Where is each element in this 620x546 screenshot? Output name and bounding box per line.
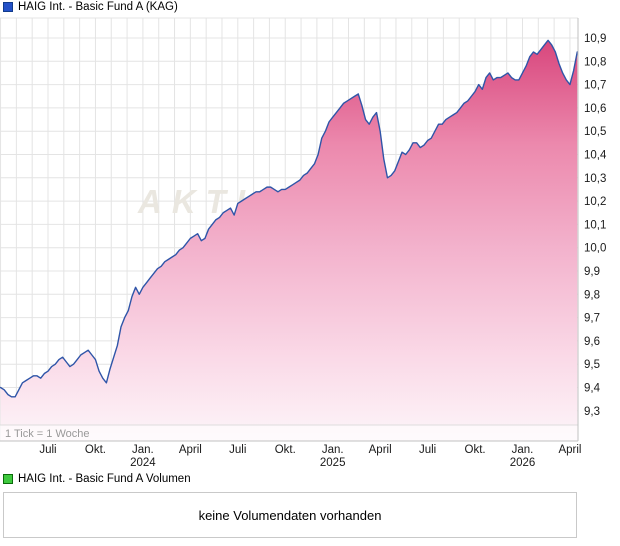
x-axis-tick-label: April (558, 444, 581, 456)
x-axis-tick-label: Juli (39, 444, 56, 456)
y-axis-tick-label: 10,5 (584, 126, 606, 138)
x-axis-tick-label: April (369, 444, 392, 456)
x-axis-tick-label: Okt. (85, 444, 106, 456)
price-chart: AKTIENCHECK.DE1 Tick = 1 Woche10,910,810… (0, 17, 607, 469)
x-axis-tick-label: 2025 (320, 457, 346, 469)
y-axis-tick-label: 9,5 (584, 359, 600, 371)
x-axis-tick-label: Jan. (512, 444, 534, 456)
volume-panel: keine Volumendaten vorhanden (3, 492, 577, 538)
x-axis-tick-label: 2026 (510, 457, 536, 469)
y-axis-tick-label: 9,7 (584, 313, 600, 325)
y-axis-tick-label: 10,9 (584, 33, 606, 45)
volume-title: HAIG Int. - Basic Fund A Volumen (18, 473, 191, 485)
y-axis-tick-label: 9,4 (584, 383, 601, 395)
volume-header: HAIG Int. - Basic Fund A Volumen (3, 473, 191, 485)
y-axis-tick-label: 10,7 (584, 80, 606, 92)
y-axis-tick-label: 9,6 (584, 336, 600, 348)
x-axis-tick-label: Okt. (465, 444, 486, 456)
tick-note-strip: 1 Tick = 1 Woche (0, 424, 578, 441)
y-axis-tick-label: 9,9 (584, 266, 600, 278)
tick-note-bg (0, 425, 578, 441)
x-axis-tick-label: Okt. (275, 444, 296, 456)
x-axis-tick-label: Jan. (322, 444, 344, 456)
fund-legend-swatch (3, 2, 13, 12)
x-axis-tick-label: Juli (419, 444, 436, 456)
y-axis-tick-label: 10,1 (584, 219, 606, 231)
y-axis-tick-label: 10,6 (584, 103, 606, 115)
y-axis-tick-label: 10,3 (584, 173, 606, 185)
volume-legend-swatch (3, 474, 13, 484)
x-axis-tick-label: Jan. (132, 444, 154, 456)
price-area-fill (0, 40, 578, 441)
volume-empty-message: keine Volumendaten vorhanden (198, 507, 382, 523)
y-axis-tick-label: 10,2 (584, 196, 606, 208)
x-axis-tick-label: Juli (229, 444, 246, 456)
y-axis-tick-label: 10,4 (584, 150, 607, 162)
x-axis-tick-label: April (179, 444, 202, 456)
chart-header: HAIG Int. - Basic Fund A (KAG) (3, 1, 178, 13)
chart-title: HAIG Int. - Basic Fund A (KAG) (18, 1, 178, 13)
x-axis-tick-label: 2024 (130, 457, 156, 469)
price-line (0, 39, 578, 398)
y-axis-tick-label: 9,3 (584, 406, 600, 418)
y-axis-tick-label: 10,0 (584, 243, 606, 255)
tick-note-label: 1 Tick = 1 Woche (5, 428, 89, 440)
y-axis-tick-label: 9,8 (584, 289, 600, 301)
y-axis-tick-label: 10,8 (584, 56, 606, 68)
